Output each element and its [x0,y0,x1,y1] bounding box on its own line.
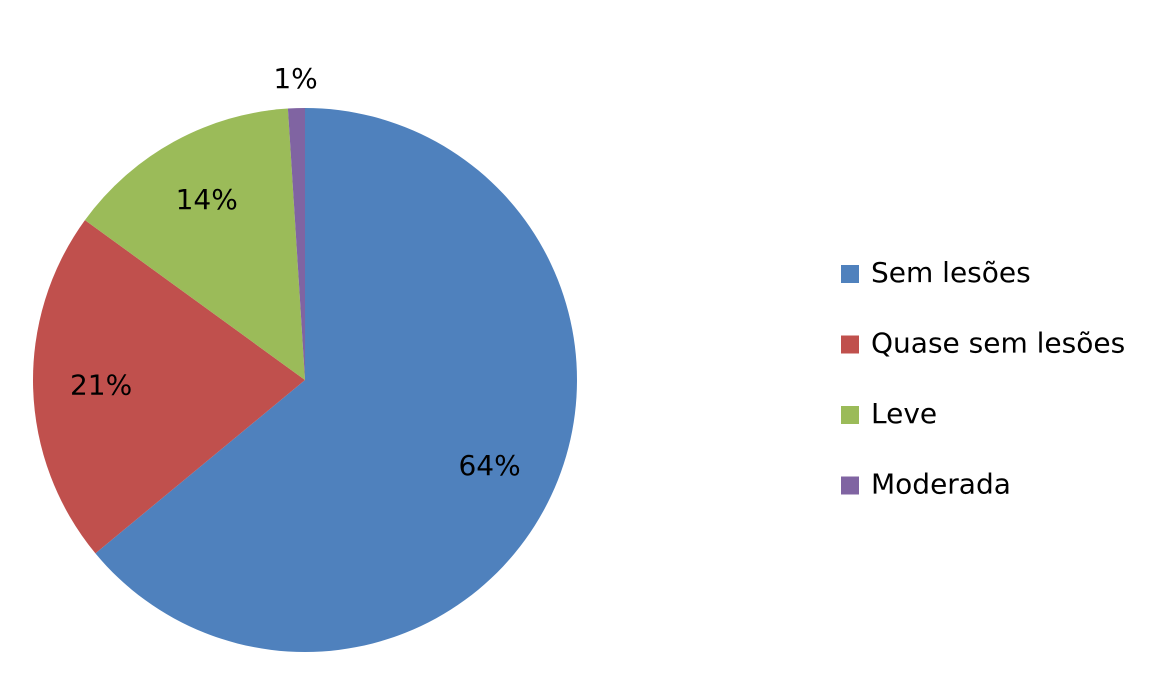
legend-label: Sem lesões [871,256,1031,289]
data-label: 14% [176,183,238,216]
pie-slice [287,108,305,380]
legend-label: Moderada [871,468,1011,501]
legend-label: Quase sem lesões [871,327,1125,360]
data-label: 21% [70,368,132,401]
pie-slice [84,108,305,380]
legend-swatch [841,476,859,495]
data-label: 64% [458,449,520,482]
data-label: 1% [273,62,317,95]
pie-slice [95,108,577,652]
legend-swatch [841,335,859,354]
legend-label: Leve [871,397,937,430]
pie-slice [32,220,305,554]
legend-swatch [841,265,859,283]
legend-swatch [841,406,859,424]
